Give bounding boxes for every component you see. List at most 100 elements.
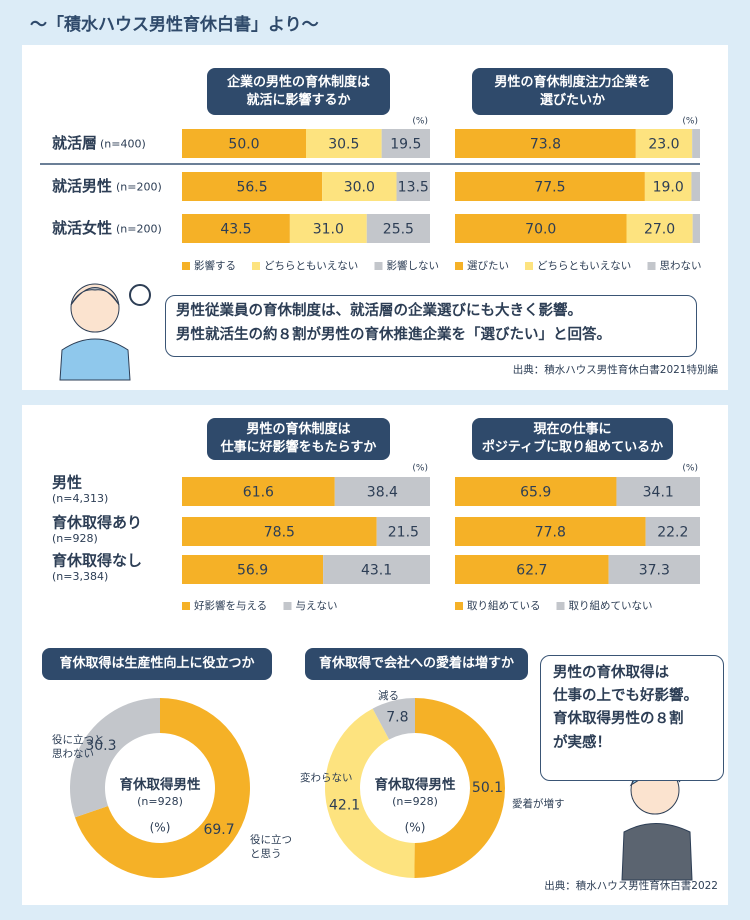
bar-segment bbox=[182, 555, 324, 584]
donut-segment bbox=[372, 698, 415, 740]
value-label: 22.2 bbox=[657, 525, 688, 541]
bar-segment bbox=[366, 214, 430, 243]
legend-label: 取り組めていない bbox=[569, 599, 653, 612]
sample-size: (n=928) bbox=[392, 795, 438, 808]
callout: 男性従業員の育休制度は、就活層の企業選びにも大きく影響。 男性就活生の約８割が男… bbox=[165, 295, 697, 357]
unit-label: (%) bbox=[682, 464, 698, 474]
bar-segment bbox=[376, 517, 430, 546]
value-label: 69.7 bbox=[203, 822, 234, 838]
category-label: 男性 bbox=[52, 474, 82, 492]
chart-title: 男性の育休制度注力企業を 選びたいか bbox=[472, 68, 673, 115]
value-label: 25.5 bbox=[383, 222, 414, 238]
donut-segment bbox=[74, 698, 250, 878]
bar-segment bbox=[334, 477, 430, 506]
bar-segment bbox=[381, 129, 430, 158]
legend-label: 選びたい bbox=[467, 259, 509, 272]
category-label: 減る bbox=[378, 690, 399, 702]
unit-label: (%) bbox=[150, 821, 171, 835]
legend-swatch bbox=[556, 602, 565, 610]
value-label: 62.7 bbox=[516, 563, 547, 579]
donut-segment bbox=[414, 698, 505, 879]
bar-segment bbox=[635, 129, 693, 158]
page-title: 〜「積水ハウス男性育休白書」より〜 bbox=[30, 15, 319, 35]
sample-size: (n=3,384) bbox=[52, 570, 108, 583]
chart-title: 現在の仕事に ポジティブに取り組めているか bbox=[472, 418, 673, 460]
bar-segment bbox=[182, 477, 335, 506]
center-label: 育休取得男性 bbox=[120, 776, 201, 793]
legend-label: 好影響を与える bbox=[194, 599, 267, 612]
unit-label: (%) bbox=[412, 464, 428, 474]
sample-size: (n=400) bbox=[100, 138, 146, 151]
chart-title: 男性の育休制度は 仕事に好影響をもたらすか bbox=[207, 418, 390, 460]
legend-label: どちらともいえない bbox=[264, 260, 358, 272]
bar-segment bbox=[322, 172, 397, 201]
category-label: 役に立つ と思う bbox=[250, 834, 292, 860]
unit-label: (%) bbox=[405, 821, 426, 835]
value-label: 13.5 bbox=[398, 180, 429, 196]
legend-swatch bbox=[182, 262, 190, 270]
legend-swatch bbox=[647, 262, 656, 270]
value-label: 70.0 bbox=[525, 222, 556, 238]
bar-segment bbox=[626, 214, 693, 243]
callout: 男性の育休取得は 仕事の上でも好影響。 育休取得男性の８割 が実感！ bbox=[540, 655, 724, 781]
value-label: 56.5 bbox=[236, 180, 267, 196]
legend-swatch bbox=[455, 262, 463, 270]
value-label: 27.0 bbox=[644, 222, 675, 238]
bar-segment bbox=[455, 555, 609, 584]
sample-size: (n=928) bbox=[137, 795, 183, 808]
source: 出典：積水ハウス男性育休白書2022 bbox=[544, 880, 718, 892]
value-label: 38.4 bbox=[367, 485, 398, 501]
category-label: 変わらない bbox=[300, 772, 353, 784]
bar-segment bbox=[396, 172, 430, 201]
value-label: 34.1 bbox=[643, 485, 674, 501]
center-label: 育休取得男性 bbox=[375, 776, 456, 793]
value-label: 30.3 bbox=[85, 738, 116, 754]
bar-segment bbox=[182, 129, 306, 158]
bar-segment bbox=[455, 477, 617, 506]
unit-label: (%) bbox=[412, 117, 428, 127]
legend-swatch bbox=[455, 602, 463, 610]
legend-label: 影響しない bbox=[387, 259, 440, 272]
legend-label: 取り組めている bbox=[467, 599, 541, 612]
bar-segment bbox=[455, 517, 646, 546]
value-label: 21.5 bbox=[388, 525, 419, 541]
sample-size: (n=200) bbox=[116, 181, 162, 194]
value-label: 43.5 bbox=[220, 222, 251, 238]
legend-label: 与えない bbox=[296, 600, 338, 612]
value-label: 30.5 bbox=[328, 137, 359, 153]
bar-segment bbox=[323, 555, 430, 584]
value-label: 73.8 bbox=[530, 137, 561, 153]
value-label: 30.0 bbox=[344, 180, 375, 196]
bar-segment bbox=[692, 129, 700, 158]
donut-segment bbox=[69, 698, 160, 818]
source: 出典：積水ハウス男性育休白書2021特別編 bbox=[512, 364, 718, 376]
bar-segment bbox=[608, 555, 700, 584]
value-label: 77.8 bbox=[535, 525, 566, 541]
value-label: 50.0 bbox=[228, 137, 259, 153]
bar-segment bbox=[691, 172, 700, 201]
value-label: 19.5 bbox=[390, 137, 421, 153]
legend-swatch bbox=[283, 602, 292, 610]
category-label: 愛着が増す bbox=[512, 798, 565, 810]
value-label: 77.5 bbox=[534, 180, 565, 196]
sample-size: (n=4,313) bbox=[52, 492, 108, 505]
value-label: 43.1 bbox=[361, 563, 392, 579]
value-label: 31.0 bbox=[313, 222, 344, 238]
sample-size: (n=928) bbox=[52, 532, 98, 545]
value-label: 65.9 bbox=[520, 485, 551, 501]
sample-size: (n=200) bbox=[116, 223, 162, 236]
value-label: 7.8 bbox=[386, 710, 408, 726]
value-label: 61.6 bbox=[243, 485, 274, 501]
category-label: 育休取得なし bbox=[52, 552, 142, 570]
unit-label: (%) bbox=[682, 117, 698, 127]
value-label: 42.1 bbox=[329, 797, 360, 813]
bar-segment bbox=[455, 172, 645, 201]
chart-title: 企業の男性の育休制度は 就活に影響するか bbox=[207, 68, 390, 115]
chart-title: 育休取得は生産性向上に役立つか bbox=[42, 648, 272, 680]
category-label: 就活男性 bbox=[52, 177, 112, 195]
legend-swatch bbox=[525, 262, 533, 270]
legend-swatch bbox=[374, 262, 383, 270]
bar-segment bbox=[692, 214, 700, 243]
